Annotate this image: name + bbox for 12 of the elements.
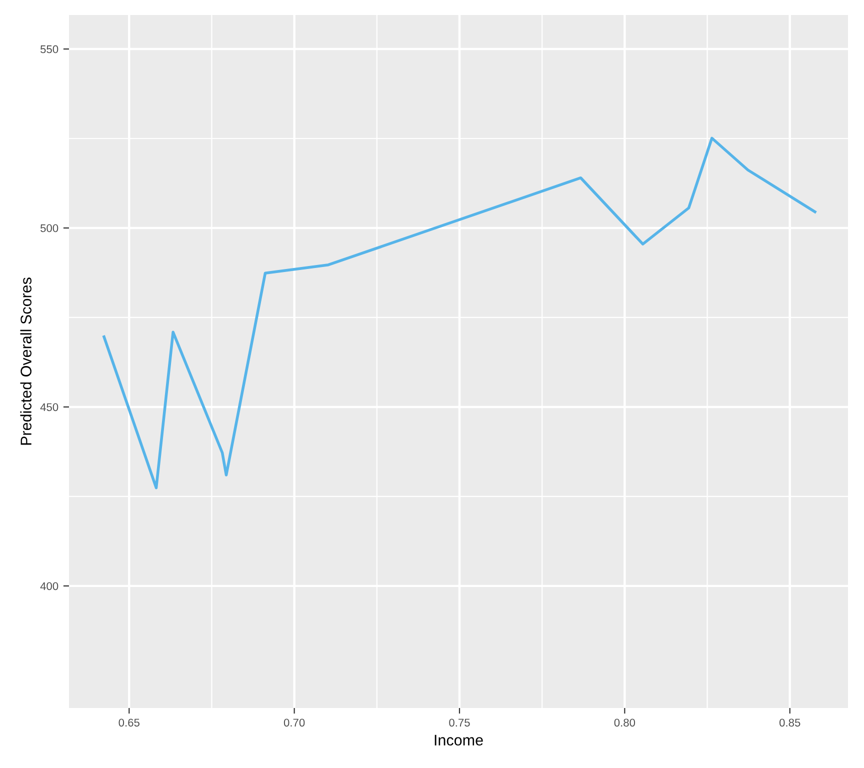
y-tick-label: 500 bbox=[40, 224, 58, 232]
y-axis-title: Predicted Overall Scores bbox=[20, 278, 32, 445]
x-tick-label: 0.85 bbox=[779, 718, 800, 727]
x-tick-label: 0.70 bbox=[284, 718, 305, 727]
x-tick-label: 0.65 bbox=[118, 718, 140, 727]
x-tick-label: 0.75 bbox=[449, 718, 470, 727]
y-tick-label: 450 bbox=[40, 403, 58, 412]
x-axis-title: Income bbox=[434, 734, 483, 746]
y-tick-label: 400 bbox=[40, 582, 58, 590]
y-tick-label: 550 bbox=[40, 45, 58, 54]
x-tick-label: 0.80 bbox=[614, 718, 636, 727]
line-series bbox=[102, 136, 816, 490]
